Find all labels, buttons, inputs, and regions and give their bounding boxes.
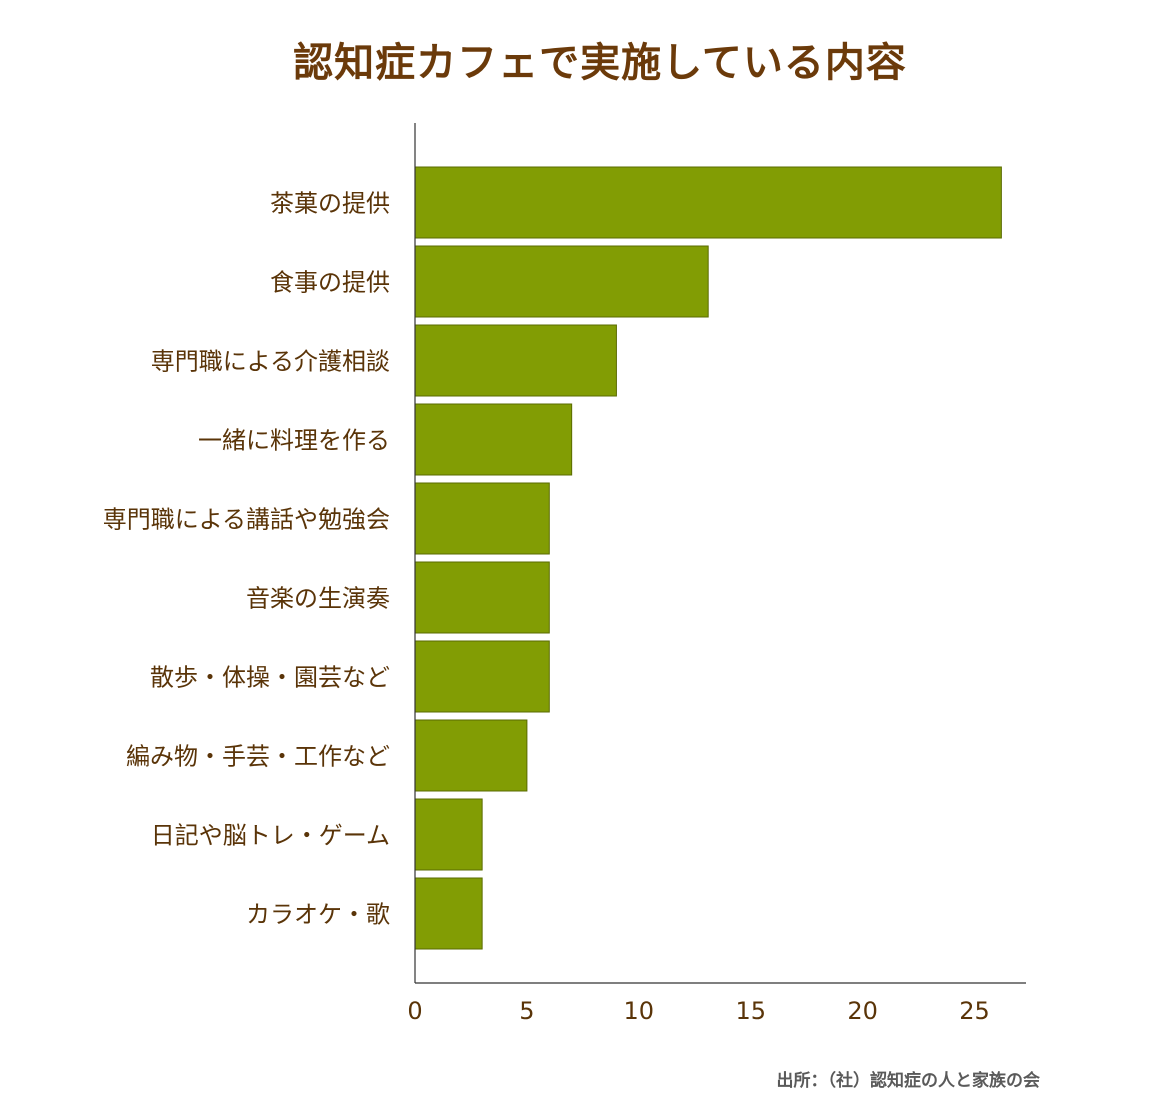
category-label: 一緒に料理を作る <box>198 427 390 455</box>
category-label: 散歩・体操・園芸など <box>150 664 390 692</box>
category-label: 音楽の生演奏 <box>246 585 390 613</box>
category-label: 茶菓の提供 <box>270 190 390 218</box>
x-tick-label: 0 <box>407 997 422 1025</box>
bar-6 <box>414 640 550 713</box>
source-note: 出所：（社）認知症の人と家族の会 <box>776 1071 1041 1091</box>
category-label: 専門職による講話や勉強会 <box>103 506 390 534</box>
bar-1 <box>414 245 709 318</box>
category-label: 食事の提供 <box>270 269 390 297</box>
x-tick-labels-layer: 0 5 10 15 20 25 <box>407 997 989 1025</box>
bar-8 <box>414 798 483 871</box>
bar-0 <box>414 166 1002 239</box>
x-tick-label: 15 <box>735 997 766 1025</box>
bar-5 <box>414 561 550 634</box>
bar-7 <box>414 719 528 792</box>
category-labels-layer: 茶菓の提供食事の提供専門職による介護相談一緒に料理を作る専門職による講話や勉強会… <box>103 190 390 929</box>
x-tick-label: 10 <box>624 997 655 1025</box>
bar-9 <box>414 877 483 950</box>
chart-title: 認知症カフェで実施している内容 <box>293 40 907 86</box>
category-label: 専門職による介護相談 <box>151 348 390 376</box>
x-tick-label: 20 <box>847 997 878 1025</box>
x-tick-label: 5 <box>519 997 534 1025</box>
bar-2 <box>414 324 617 397</box>
bar-3 <box>414 403 573 476</box>
category-label: 日記や脳トレ・ゲーム <box>151 822 390 850</box>
category-label: 編み物・手芸・工作など <box>126 743 390 771</box>
x-tick-label: 25 <box>959 997 990 1025</box>
category-label: カラオケ・歌 <box>246 901 390 929</box>
bar-4 <box>414 482 550 555</box>
bars-layer <box>414 166 1002 950</box>
